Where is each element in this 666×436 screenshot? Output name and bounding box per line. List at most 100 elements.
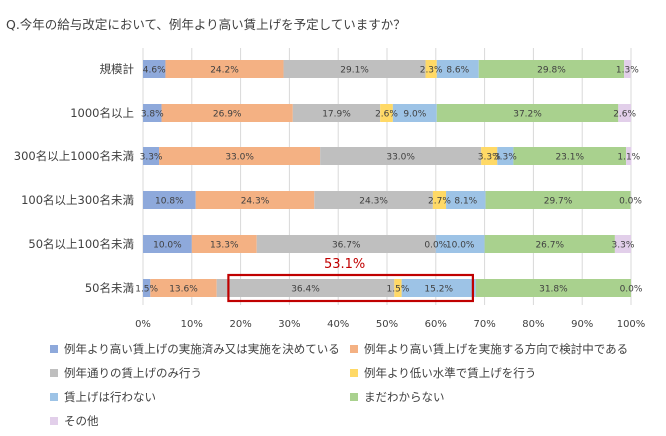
data-label: 3.3% bbox=[478, 153, 501, 163]
data-label: 29.7% bbox=[544, 197, 573, 207]
legend-label: 例年より高い賃上げの実施済み又は実施を決めている bbox=[64, 342, 340, 356]
bar-segment bbox=[394, 279, 402, 297]
bar-segment bbox=[161, 104, 293, 122]
bar-segment bbox=[425, 60, 437, 78]
legend-swatch bbox=[350, 369, 358, 377]
data-label: 10.0% bbox=[153, 241, 182, 251]
x-tick-labels: 0% 10% 20% 30% 40% 50% 60% 70% 80% 90% 100% bbox=[135, 319, 645, 330]
data-label: 1.5% bbox=[135, 285, 158, 295]
bar-segment bbox=[165, 60, 284, 78]
x-tick-label: 90% bbox=[571, 319, 593, 330]
bar-segment bbox=[159, 147, 321, 165]
data-label: 36.7% bbox=[332, 241, 361, 251]
bar-segment bbox=[626, 147, 632, 165]
category-label: 規模計 bbox=[100, 62, 135, 76]
legend-item: 例年より低い水準で賃上げを行う bbox=[350, 364, 650, 382]
data-label: 37.2% bbox=[513, 110, 542, 120]
bar-segment bbox=[446, 191, 486, 209]
bar-segment bbox=[380, 104, 393, 122]
data-label: 13.6% bbox=[169, 285, 198, 295]
gridlines bbox=[142, 48, 632, 305]
data-label: 24.2% bbox=[210, 66, 239, 76]
data-label: 17.9% bbox=[322, 110, 351, 120]
data-label: 9.0% bbox=[403, 110, 426, 120]
bar-segment bbox=[485, 191, 631, 209]
legend-swatch bbox=[350, 345, 358, 353]
data-label: 29.1% bbox=[340, 66, 369, 76]
legend-swatch bbox=[50, 369, 58, 377]
data-label: 13.3% bbox=[210, 241, 239, 251]
data-label: 8.1% bbox=[454, 197, 477, 207]
legend-label: 例年通りの賃上げのみ行う bbox=[64, 366, 202, 380]
bar-segment bbox=[143, 191, 196, 209]
data-label: 4.6% bbox=[143, 66, 166, 76]
data-label: 1.5% bbox=[387, 285, 410, 295]
bar-segment bbox=[283, 60, 426, 78]
data-labels: 4.6% 24.2% 29.1% 2.3% 8.6% 29.8% 1.3% 3.8% 26.9%… bbox=[135, 66, 643, 295]
data-label: 26.7% bbox=[535, 241, 564, 251]
bar-segment bbox=[191, 235, 257, 253]
data-label: 26.9% bbox=[213, 110, 242, 120]
bar-segment bbox=[143, 60, 166, 78]
chart-title: Q.今年の給与改定において、例年より高い賃上げを予定していますか？ bbox=[6, 17, 406, 32]
data-label: 36.4% bbox=[291, 285, 320, 295]
x-tick-label: 100% bbox=[617, 319, 646, 330]
data-label: 10.8% bbox=[155, 197, 184, 207]
annotation-label: 53.1% bbox=[324, 257, 365, 272]
bar-segment bbox=[475, 279, 631, 297]
bar-segment bbox=[513, 147, 627, 165]
bar-segment bbox=[143, 235, 192, 253]
data-label: 33.0% bbox=[225, 153, 254, 163]
x-tick-label: 70% bbox=[473, 319, 495, 330]
bar-segment bbox=[195, 191, 315, 209]
data-label: 31.8% bbox=[539, 285, 568, 295]
highlight-box bbox=[227, 273, 474, 303]
legend-label: 例年より低い水準で賃上げを行う bbox=[364, 366, 537, 380]
bar-segment bbox=[624, 60, 631, 78]
data-label: 15.2% bbox=[424, 285, 453, 295]
legend: 例年より高い賃上げの実施済み又は実施を決めている 例年より高い賃上げを実施する方向… bbox=[50, 340, 650, 430]
data-label: 2.6% bbox=[375, 110, 398, 120]
legend-swatch bbox=[50, 345, 58, 353]
data-label: 1.3% bbox=[616, 66, 639, 76]
legend-label: まだわからない bbox=[364, 390, 445, 404]
bar-segment bbox=[143, 104, 162, 122]
bar-segment bbox=[478, 60, 625, 78]
bar-segment bbox=[432, 191, 447, 209]
category-label: 50名未満 bbox=[85, 281, 134, 295]
x-tick-label: 10% bbox=[181, 319, 203, 330]
legend-item: 例年より高い賃上げの実施済み又は実施を決めている bbox=[50, 340, 350, 358]
bar-segment bbox=[392, 104, 437, 122]
bar-segment bbox=[143, 279, 151, 297]
data-label: 3.3% bbox=[140, 153, 163, 163]
bar-segment bbox=[484, 235, 615, 253]
category-labels: 規模計 1000名以上 300名以上1000名未満 100名以上300名未満 50名以上… bbox=[14, 62, 134, 295]
category-label: 1000名以上 bbox=[70, 106, 134, 120]
legend-swatch bbox=[50, 417, 58, 425]
data-label: 24.3% bbox=[241, 197, 270, 207]
bar-segment bbox=[320, 147, 482, 165]
legend-label: 賃上げは行わない bbox=[64, 390, 156, 404]
bar-segment bbox=[150, 279, 217, 297]
data-label: 2.3% bbox=[420, 66, 443, 76]
legend-label: その他 bbox=[64, 414, 99, 428]
bar-segment bbox=[435, 235, 485, 253]
category-label: 50名以上100名未満 bbox=[28, 237, 134, 251]
x-tick-label: 80% bbox=[522, 319, 544, 330]
data-label: 3.8% bbox=[141, 110, 164, 120]
legend-label: 例年より高い賃上げを実施する方向で検討中である bbox=[364, 342, 629, 356]
bar-segment bbox=[143, 147, 160, 165]
bar-segment bbox=[614, 235, 631, 253]
bar-segment bbox=[256, 235, 436, 253]
bar-segment bbox=[216, 279, 395, 297]
x-tick-label: 20% bbox=[229, 319, 251, 330]
data-label: 33.0% bbox=[386, 153, 415, 163]
data-label: 29.8% bbox=[537, 66, 566, 76]
x-tick-label: 40% bbox=[327, 319, 349, 330]
annotation: 53.1% bbox=[227, 257, 474, 303]
data-label: 10.0% bbox=[446, 241, 475, 251]
bar-segment bbox=[292, 104, 381, 122]
x-tick-label: 30% bbox=[278, 319, 300, 330]
bar-segment bbox=[436, 60, 479, 78]
category-label: 100名以上300名未満 bbox=[21, 193, 134, 207]
